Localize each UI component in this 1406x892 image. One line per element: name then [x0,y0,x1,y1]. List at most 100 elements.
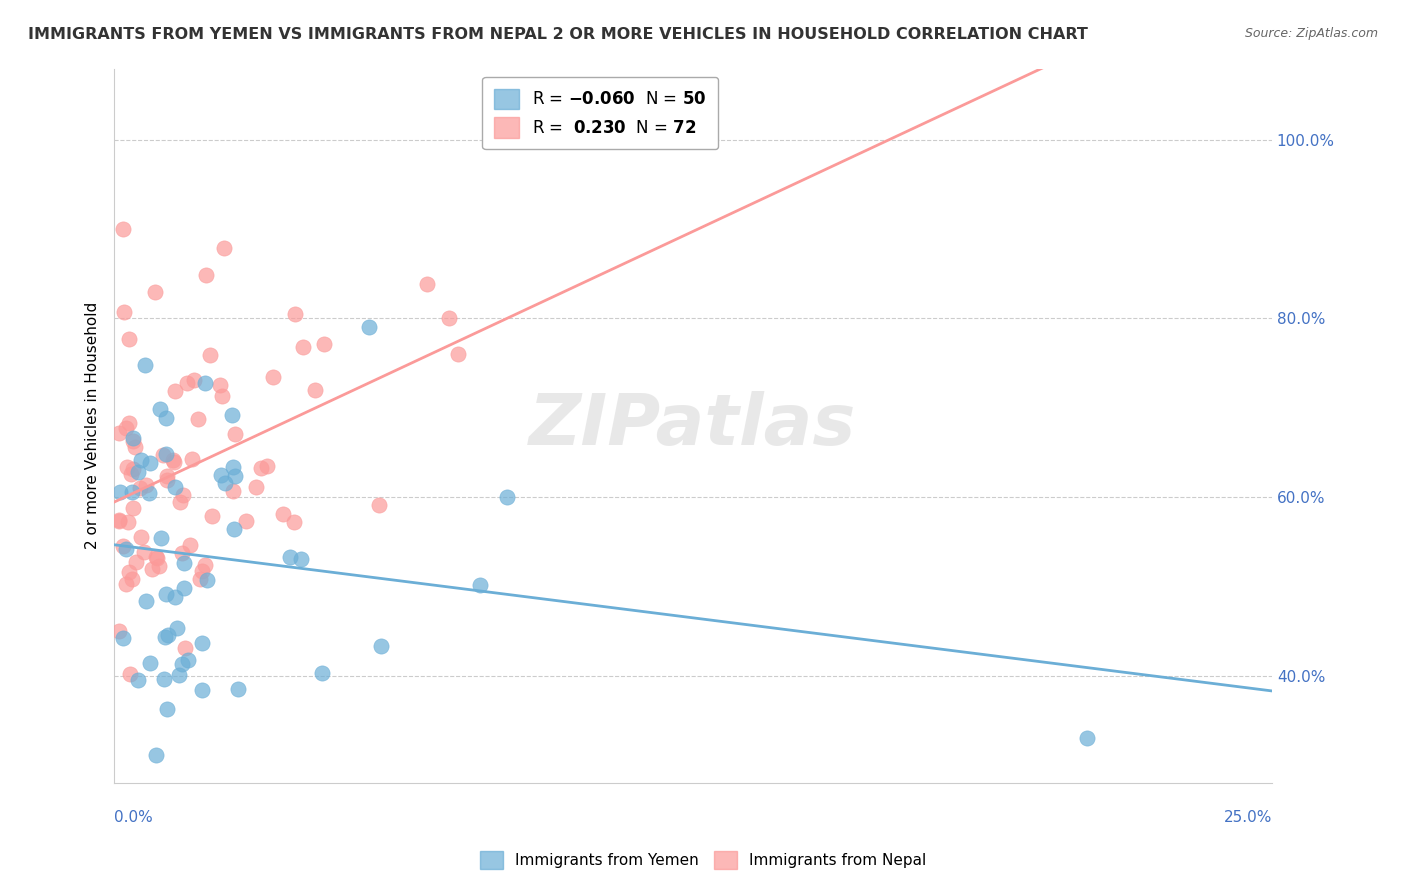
Point [153,672,176,686]
Point [165,590,187,604]
Point [235,514,257,528]
Point [143,285,166,299]
Point [138,456,160,470]
Point [112,631,135,645]
Point [177,653,200,667]
Point [135,478,157,492]
Point [446,347,468,361]
Point [108,514,131,528]
Point [135,594,157,608]
Point [200,348,222,362]
Point [139,656,162,670]
Point [127,465,149,479]
Point [121,572,143,586]
Point [262,370,284,384]
Point [176,376,198,391]
Point [278,549,301,564]
Point [108,624,131,638]
Point [169,495,191,509]
Point [132,545,155,559]
Point [416,277,439,292]
Point [150,531,173,545]
Point [209,467,232,482]
Legend: R = $\bf{-0.060}$  N = $\bf{50}$, R =  $\bf{0.230}$  N = $\bf{72}$: R = $\bf{-0.060}$ N = $\bf{50}$, R = $\b… [482,77,718,149]
Point [194,558,217,573]
Point [188,572,211,586]
Point [191,683,214,698]
Point [271,507,294,521]
Point [222,483,245,498]
Point [170,546,193,560]
Point [183,373,205,387]
Point [156,702,179,716]
Point [122,434,145,449]
Point [367,499,389,513]
Point [222,460,245,475]
Point [468,578,491,592]
Point [214,475,236,490]
Point [141,561,163,575]
Point [312,336,335,351]
Point [149,402,172,417]
Point [124,441,146,455]
Point [134,359,156,373]
Point [201,508,224,523]
Point [118,416,141,430]
Point [357,320,380,334]
Point [145,551,167,566]
Point [208,378,231,392]
Point [1076,731,1098,745]
Point [163,455,186,469]
Point [156,628,179,642]
Point [111,539,134,553]
Point [256,459,278,474]
Point [152,448,174,462]
Point [224,468,246,483]
Legend: Immigrants from Yemen, Immigrants from Nepal: Immigrants from Yemen, Immigrants from N… [474,845,932,875]
Point [179,538,201,552]
Point [224,427,246,442]
Point [172,488,194,502]
Point [439,310,461,325]
Point [211,389,233,403]
Point [311,666,333,681]
Point [108,485,131,500]
Point [173,641,195,656]
Point [212,242,235,256]
Point [167,668,190,682]
Point [117,515,139,529]
Point [304,383,326,397]
Point [495,491,517,505]
Point [155,411,177,425]
Text: 25.0%: 25.0% [1223,810,1272,824]
Text: IMMIGRANTS FROM YEMEN VS IMMIGRANTS FROM NEPAL 2 OR MORE VEHICLES IN HOUSEHOLD C: IMMIGRANTS FROM YEMEN VS IMMIGRANTS FROM… [28,27,1088,42]
Point [115,459,138,474]
Text: Source: ZipAtlas.com: Source: ZipAtlas.com [1244,27,1378,40]
Point [156,468,179,483]
Point [250,461,273,475]
Point [283,515,305,529]
Point [162,453,184,467]
Point [292,340,315,354]
Point [114,420,136,434]
Point [156,473,179,487]
Point [190,636,212,650]
Point [121,431,143,445]
Point [108,513,131,527]
Point [222,522,245,536]
Point [138,486,160,500]
Point [118,565,141,579]
Point [166,621,188,635]
Point [163,480,186,494]
Point [121,485,143,500]
Point [245,480,267,494]
Point [129,530,152,544]
Point [112,222,135,236]
Point [145,747,167,762]
Point [121,462,143,476]
Point [127,673,149,687]
Point [120,467,142,482]
Point [226,682,249,697]
Y-axis label: 2 or more Vehicles in Household: 2 or more Vehicles in Household [86,302,100,549]
Point [129,452,152,467]
